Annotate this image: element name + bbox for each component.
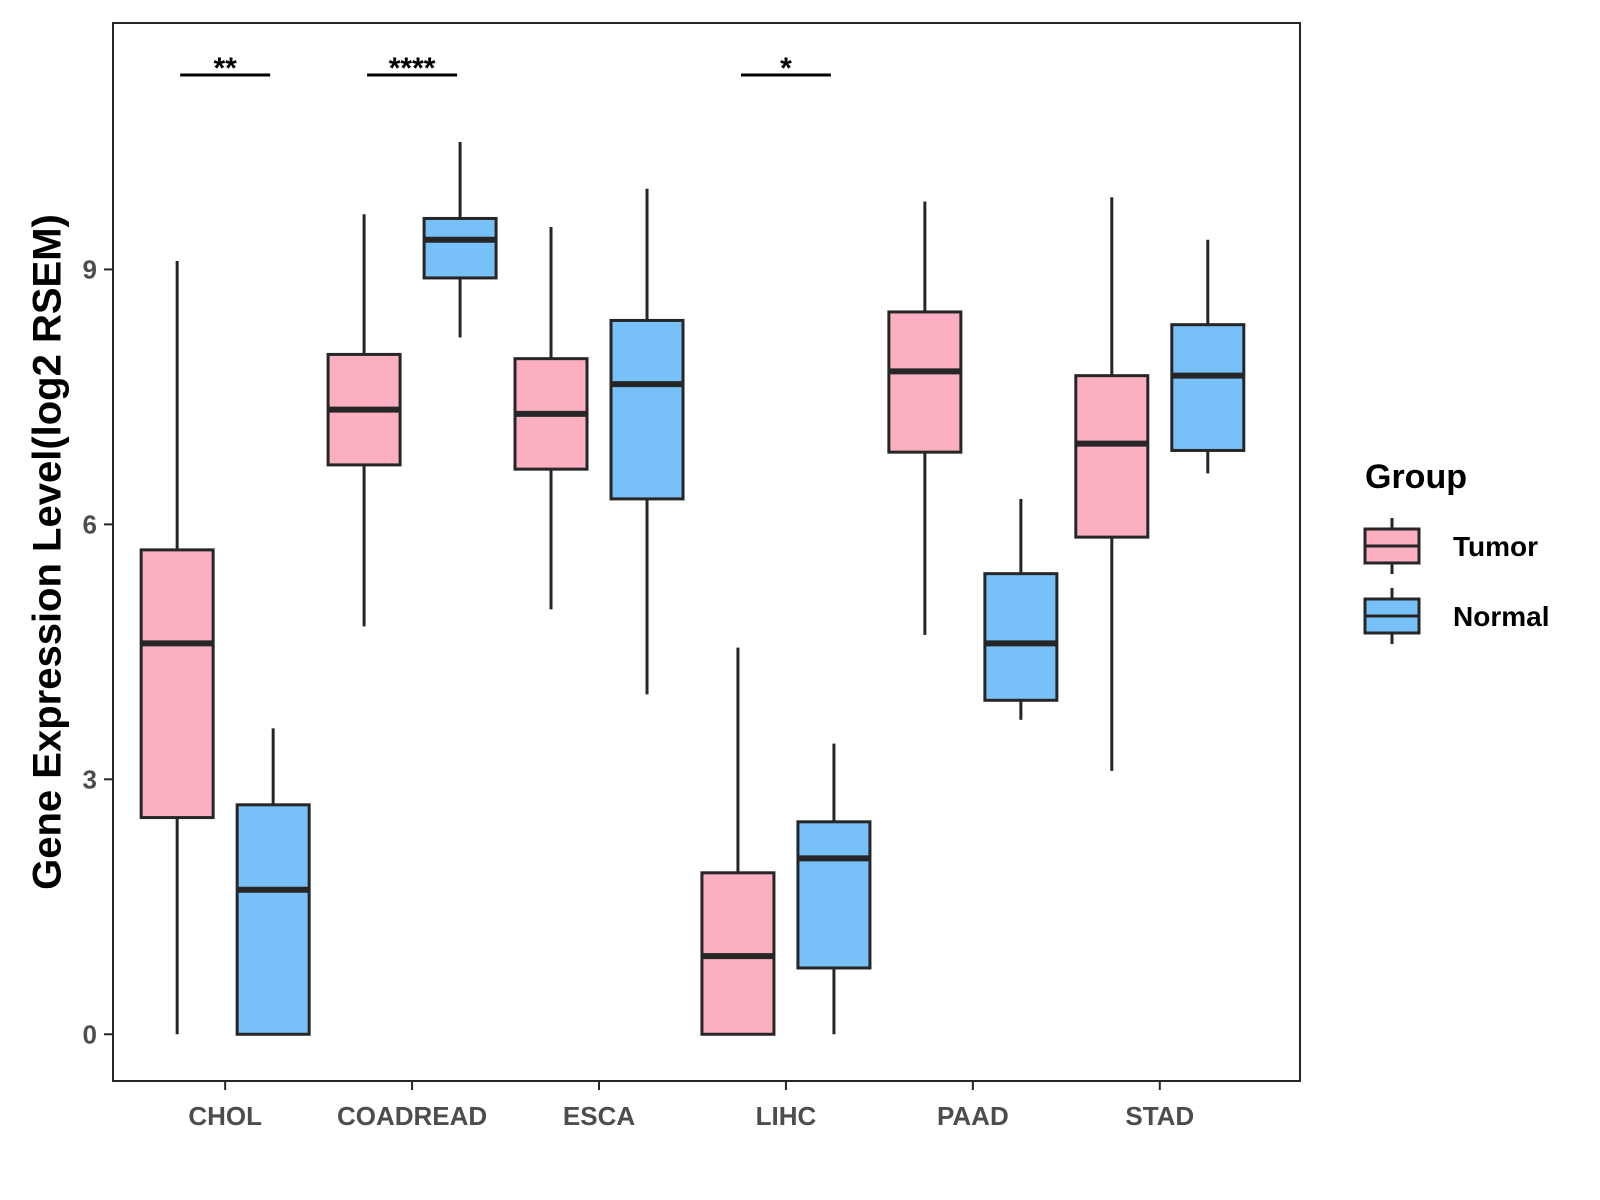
legend-key-tumor: [1363, 518, 1421, 574]
iqr-box: [139, 548, 215, 820]
plot-border: [112, 22, 1301, 1082]
tumor-box-stad: [1074, 197, 1150, 771]
legend-key-normal: [1363, 588, 1421, 644]
tumor-box-paad: [887, 201, 963, 635]
iqr-box: [1170, 323, 1246, 452]
normal-box-chol: [235, 728, 311, 1036]
y-tick-label: 3: [83, 764, 97, 794]
significance-label: **: [213, 52, 237, 85]
x-tick-label: CHOL: [188, 1101, 262, 1131]
iqr-box: [1074, 374, 1150, 539]
legend: Group Tumor Normal: [1363, 458, 1549, 644]
significance-label: *: [780, 52, 792, 85]
tumor-box-esca: [513, 226, 589, 610]
y-tick-label: 0: [83, 1019, 97, 1049]
normal-box-lihc: [796, 743, 872, 1035]
normal-box-coadread: [422, 141, 498, 338]
x-tick-label: COADREAD: [337, 1101, 487, 1131]
iqr-box: [983, 572, 1059, 702]
legend-label-tumor: Tumor: [1453, 531, 1538, 562]
x-tick-label: LIHC: [756, 1101, 817, 1131]
y-tick-label: 9: [83, 254, 97, 284]
legend-label-normal: Normal: [1453, 601, 1549, 632]
iqr-box: [235, 803, 311, 1036]
legend-title: Group: [1365, 458, 1467, 496]
tumor-box-chol: [139, 260, 215, 1035]
normal-box-stad: [1170, 239, 1246, 474]
y-tick-label: 6: [83, 509, 97, 539]
y-axis-title: Gene Expression Level(log2 RSEM): [26, 214, 70, 890]
iqr-box: [422, 216, 498, 280]
tumor-box-coadread: [326, 214, 402, 627]
iqr-box: [609, 318, 685, 501]
iqr-box: [887, 310, 963, 454]
iqr-box: [796, 820, 872, 970]
x-tick-label: ESCA: [563, 1101, 635, 1131]
tumor-box-lihc: [700, 647, 776, 1036]
normal-box-paad: [983, 498, 1059, 720]
x-tick-label: STAD: [1125, 1101, 1194, 1131]
x-tick-label: PAAD: [937, 1101, 1009, 1131]
significance-label: ****: [389, 52, 436, 85]
normal-box-esca: [609, 188, 685, 695]
